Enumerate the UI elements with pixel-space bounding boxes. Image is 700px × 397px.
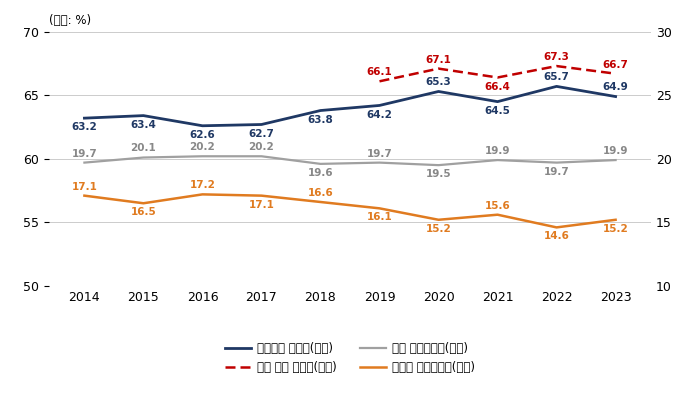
Text: 16.6: 16.6 — [307, 188, 333, 198]
Text: 64.2: 64.2 — [367, 110, 393, 119]
Text: 19.7: 19.7 — [544, 167, 569, 177]
Text: 14.6: 14.6 — [544, 231, 570, 241]
Text: 62.7: 62.7 — [248, 129, 274, 139]
Text: 19.6: 19.6 — [308, 168, 333, 178]
Text: 19.7: 19.7 — [71, 148, 97, 158]
Text: 63.2: 63.2 — [71, 122, 97, 132]
Text: 19.5: 19.5 — [426, 169, 452, 179]
Text: 66.7: 66.7 — [603, 60, 629, 69]
Text: 19.9: 19.9 — [485, 146, 510, 156]
Text: 20.1: 20.1 — [131, 143, 156, 154]
Text: 62.6: 62.6 — [190, 130, 216, 140]
Text: 64.9: 64.9 — [603, 83, 629, 93]
Text: 20.2: 20.2 — [190, 142, 216, 152]
Text: 63.4: 63.4 — [130, 119, 156, 130]
Text: 65.3: 65.3 — [426, 77, 452, 87]
Text: 16.1: 16.1 — [367, 212, 393, 222]
Text: 16.5: 16.5 — [131, 207, 156, 217]
Text: 65.7: 65.7 — [544, 72, 570, 82]
Text: 19.7: 19.7 — [367, 148, 393, 158]
Text: 15.2: 15.2 — [426, 224, 452, 234]
Text: 17.2: 17.2 — [190, 180, 216, 190]
Text: 66.4: 66.4 — [484, 81, 510, 92]
Text: 20.2: 20.2 — [248, 142, 274, 152]
Text: 67.3: 67.3 — [544, 52, 570, 62]
Text: 19.9: 19.9 — [603, 146, 629, 156]
Text: 64.5: 64.5 — [484, 106, 510, 116]
Text: 17.1: 17.1 — [71, 181, 97, 192]
Legend: 건강보험 보장률(좌측), 항목 조정 보장률(좌측), 법정 본인부담률(우측), 비급여 본인부담률(우측): 건강보험 보장률(좌측), 항목 조정 보장률(좌측), 법정 본인부담률(우측… — [220, 337, 480, 379]
Text: 15.2: 15.2 — [603, 224, 629, 234]
Text: 63.8: 63.8 — [307, 115, 333, 125]
Text: 15.6: 15.6 — [484, 200, 510, 211]
Text: (단위: %): (단위: %) — [49, 13, 91, 27]
Text: 17.1: 17.1 — [248, 200, 274, 210]
Text: 67.1: 67.1 — [426, 54, 452, 65]
Text: 66.1: 66.1 — [367, 67, 393, 77]
